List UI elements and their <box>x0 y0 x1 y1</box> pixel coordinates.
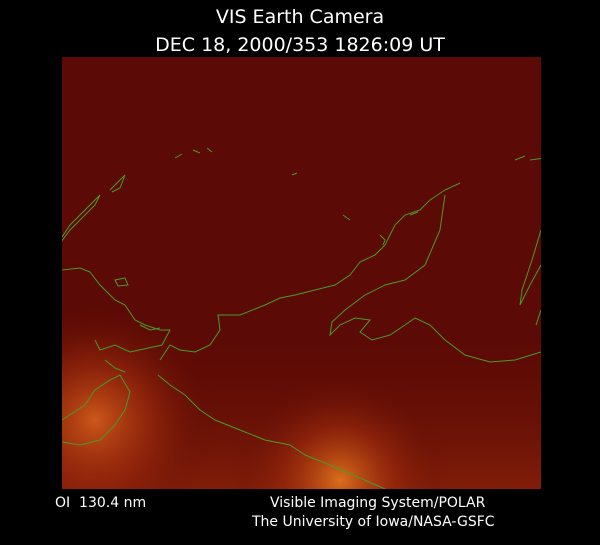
instrument-label: Visible Imaging System/POLAR <box>270 495 486 511</box>
coastlines <box>62 147 541 489</box>
earth-image <box>62 57 541 489</box>
filter-label: OI 130.4 nm <box>55 495 146 511</box>
institution-label: The University of Iowa/NASA-GSFC <box>251 514 495 530</box>
title: VIS Earth Camera <box>216 6 384 28</box>
timestamp: DEC 18, 2000/353 1826:09 UT <box>155 34 445 56</box>
